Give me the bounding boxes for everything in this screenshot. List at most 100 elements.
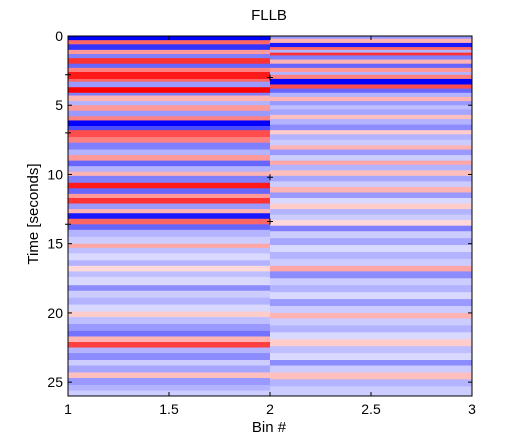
heatmap-cell — [68, 353, 270, 361]
heatmap-cell — [270, 346, 472, 354]
heatmap-cell — [68, 166, 270, 173]
heatmap-cell — [270, 170, 472, 177]
heatmap-cell — [270, 47, 472, 51]
heatmap-cell — [68, 372, 270, 379]
heatmap-cell — [270, 209, 472, 216]
heatmap-cell — [270, 130, 472, 135]
heatmap-cell — [68, 384, 270, 391]
heatmap-cell — [270, 78, 472, 85]
heatmap-cell — [68, 120, 270, 127]
heatmap-cell — [270, 145, 472, 150]
heatmap-cell — [68, 54, 270, 59]
heatmap-cell — [68, 171, 270, 177]
heatmap-cell — [270, 134, 472, 141]
heatmap-cell — [270, 59, 472, 65]
heatmap-cell — [270, 386, 472, 397]
x-tick-label: 3 — [468, 401, 476, 417]
heatmap-cell — [68, 58, 270, 65]
heatmap-cell — [270, 325, 472, 333]
heatmap-cell — [270, 119, 472, 126]
chart-title: FLLB — [251, 7, 287, 24]
heatmap-cell — [270, 160, 472, 166]
y-axis: 0 5 10 15 20 25 — [47, 28, 472, 390]
heatmap-cell — [270, 49, 472, 54]
heatmap-cell — [270, 186, 472, 193]
heatmap-cell — [68, 126, 270, 131]
heatmap-cell — [270, 225, 472, 232]
heatmap-cell — [68, 101, 270, 106]
heatmap-cell — [270, 88, 472, 94]
heatmap-cell — [68, 297, 270, 306]
heatmap-cell — [270, 55, 472, 60]
heatmap-cell — [270, 164, 472, 171]
heatmap-cell — [68, 243, 270, 249]
heatmap-cell — [68, 137, 270, 144]
heatmap-cell — [68, 63, 270, 69]
heatmap-cell — [270, 63, 472, 69]
heatmap-cell — [270, 318, 472, 326]
heatmap-cell — [270, 252, 472, 260]
heatmap-cell — [270, 139, 472, 146]
heatmap-cell — [68, 260, 270, 267]
heatmap-cell — [270, 231, 472, 239]
heatmap-cell — [68, 198, 270, 204]
heatmap-cell — [270, 149, 472, 156]
y-tick-label: 25 — [47, 374, 63, 390]
heatmap-cell — [68, 378, 270, 386]
heatmap-marker — [267, 174, 273, 181]
heatmap-cell — [68, 324, 270, 332]
heatmap-cell — [68, 271, 270, 278]
heatmap-cell — [270, 124, 472, 131]
heatmap-cell — [68, 40, 270, 45]
heatmap-cell — [270, 42, 472, 48]
heatmap-cell — [68, 311, 270, 318]
heatmap-cell — [270, 238, 472, 246]
heatmap-cell — [270, 114, 472, 120]
y-tick-label: 5 — [55, 97, 63, 113]
heatmap-cell — [68, 72, 270, 80]
heatmap-cell — [68, 49, 270, 55]
heatmap-cell — [270, 72, 472, 76]
heatmap-cell — [68, 175, 270, 184]
heatmap-cell — [68, 67, 270, 73]
heatmap-cell — [68, 95, 270, 102]
heatmap-cell — [68, 78, 270, 83]
heatmap-cell — [68, 105, 270, 112]
heatmap-cell — [270, 372, 472, 380]
x-tick-label: 1.5 — [159, 401, 179, 417]
heatmap-cell — [270, 306, 472, 314]
heatmap-cell — [270, 278, 472, 286]
heatmap-cell — [270, 245, 472, 253]
heatmap-cell — [270, 360, 472, 366]
heatmap-cell — [270, 52, 472, 56]
x-tick-label: 2 — [266, 401, 274, 417]
heatmap-marker — [267, 218, 273, 225]
heatmap-cell — [270, 339, 472, 347]
x-axis: 1 1.5 2 2.5 3 — [64, 36, 476, 417]
heatmap-cell — [68, 188, 270, 195]
heatmap-cell — [68, 142, 270, 150]
heatmap-cell — [270, 84, 472, 90]
heatmap-cell — [68, 81, 270, 88]
heatmap-cell — [270, 271, 472, 279]
heatmap-cell — [68, 87, 270, 94]
heatmap-cell — [68, 342, 270, 348]
heatmap-cell — [270, 92, 472, 98]
heatmap-cell — [68, 203, 270, 210]
heatmap-cell — [68, 365, 270, 373]
heatmap — [68, 36, 472, 397]
y-tick-label: 10 — [47, 166, 63, 182]
heatmap-cell — [68, 110, 270, 117]
heatmap-cell — [270, 365, 472, 373]
heatmap-cell — [270, 353, 472, 361]
heatmap-cell — [68, 224, 270, 231]
heatmap-cell — [270, 312, 472, 319]
heatmap-cell — [68, 347, 270, 354]
heatmap-cell — [270, 299, 472, 307]
heatmap-cell — [68, 236, 270, 245]
y-tick-label: 0 — [55, 28, 63, 44]
heatmap-cell — [68, 160, 270, 167]
heatmap-cell — [68, 304, 270, 312]
x-tick-label: 2.5 — [361, 401, 381, 417]
